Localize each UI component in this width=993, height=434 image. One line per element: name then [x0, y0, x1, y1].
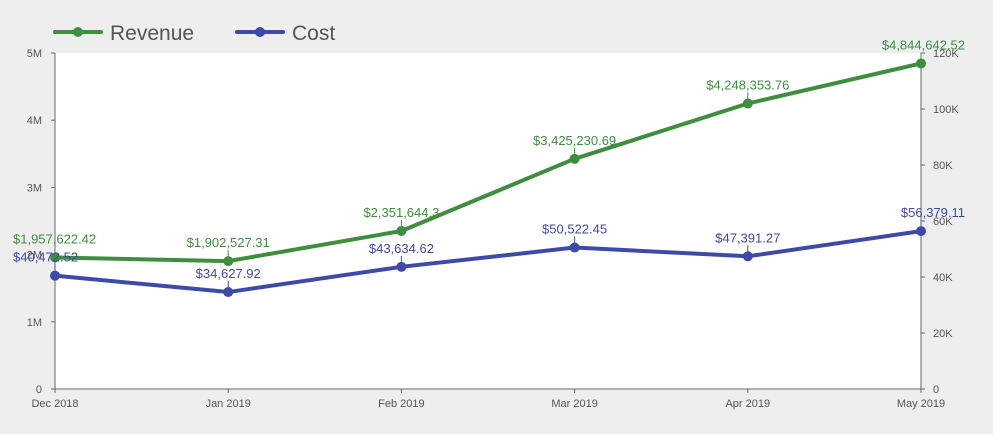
legend-label: Cost [292, 22, 335, 45]
x-tick-label: Apr 2019 [725, 398, 770, 410]
cost-point [569, 242, 580, 253]
y-left-tick-label: 3M [27, 182, 42, 194]
cost-data-label: $50,522.45 [542, 222, 607, 237]
x-tick-label: Jan 2019 [206, 398, 251, 410]
legend-swatch-point [255, 27, 265, 37]
legend-item-cost: Cost [235, 22, 335, 45]
cost-point [742, 251, 753, 262]
cost-data-label: $47,391.27 [715, 230, 780, 245]
cost-data-label: $34,627.92 [196, 266, 261, 281]
revenue-point [50, 252, 60, 263]
cost-point [50, 270, 60, 281]
legend-label: Revenue [110, 22, 194, 45]
revenue-data-label: $4,248,353.76 [706, 78, 789, 93]
revenue-point [742, 98, 753, 109]
axes: 0 1M 2M 3M 4M 5M 0 20K 40K 60K 80K 100K 120K Dec 2018… [27, 48, 960, 410]
revenue-data-label: $2,351,644.3 [363, 205, 439, 220]
y-left-tick-label: 0 [36, 384, 42, 396]
revenue-point [916, 58, 926, 69]
plot-area [55, 53, 921, 389]
x-tick-label: Dec 2018 [31, 398, 78, 410]
cost-data-label: $40,472.52 [13, 250, 78, 265]
y-left-tick-label: 4M [27, 115, 42, 127]
revenue-point [569, 153, 580, 164]
y-right-tick-label: 60K [933, 216, 953, 228]
cost-point [396, 261, 407, 272]
y-right-tick-label: 20K [933, 328, 953, 340]
x-tick-label: Mar 2019 [551, 398, 597, 410]
revenue-data-label: $1,902,527.31 [187, 235, 270, 250]
cost-series-line [53, 229, 923, 295]
y-left-tick-label: 1M [27, 317, 42, 329]
data-label-layer: $1,957,622.42 $1,902,527.31 $2,351,644.3 $3… [13, 37, 965, 281]
cost-point [223, 287, 234, 298]
cost-point [916, 226, 926, 237]
legend: Revenue Cost [53, 22, 335, 45]
x-tick-label: May 2019 [897, 398, 945, 410]
cost-data-label: $43,634.62 [369, 241, 434, 256]
y-right-tick-label: 100K [933, 104, 959, 116]
y-right-tick-label: 0 [933, 384, 939, 396]
revenue-series-line [53, 61, 923, 264]
x-tick-label: Feb 2019 [378, 398, 424, 410]
y-left-tick-label: 2M [27, 250, 42, 262]
revenue-point [223, 256, 234, 267]
series-layer [50, 52, 926, 298]
legend-swatch-point [73, 27, 83, 37]
cost-data-label: $56,379.11 [901, 205, 965, 220]
revenue-data-label: $3,425,230.69 [533, 133, 616, 148]
y-right-tick-label: 40K [933, 272, 953, 284]
y-right-tick-label: 80K [933, 160, 953, 172]
y-left-tick-label: 5M [27, 48, 42, 60]
revenue-point [396, 225, 407, 236]
legend-item-revenue: Revenue [53, 22, 194, 45]
y-right-tick-label: 120K [933, 48, 959, 60]
revenue-data-label: $4,844,642.52 [882, 37, 965, 52]
revenue-data-label: $1,957,622.42 [13, 231, 96, 246]
